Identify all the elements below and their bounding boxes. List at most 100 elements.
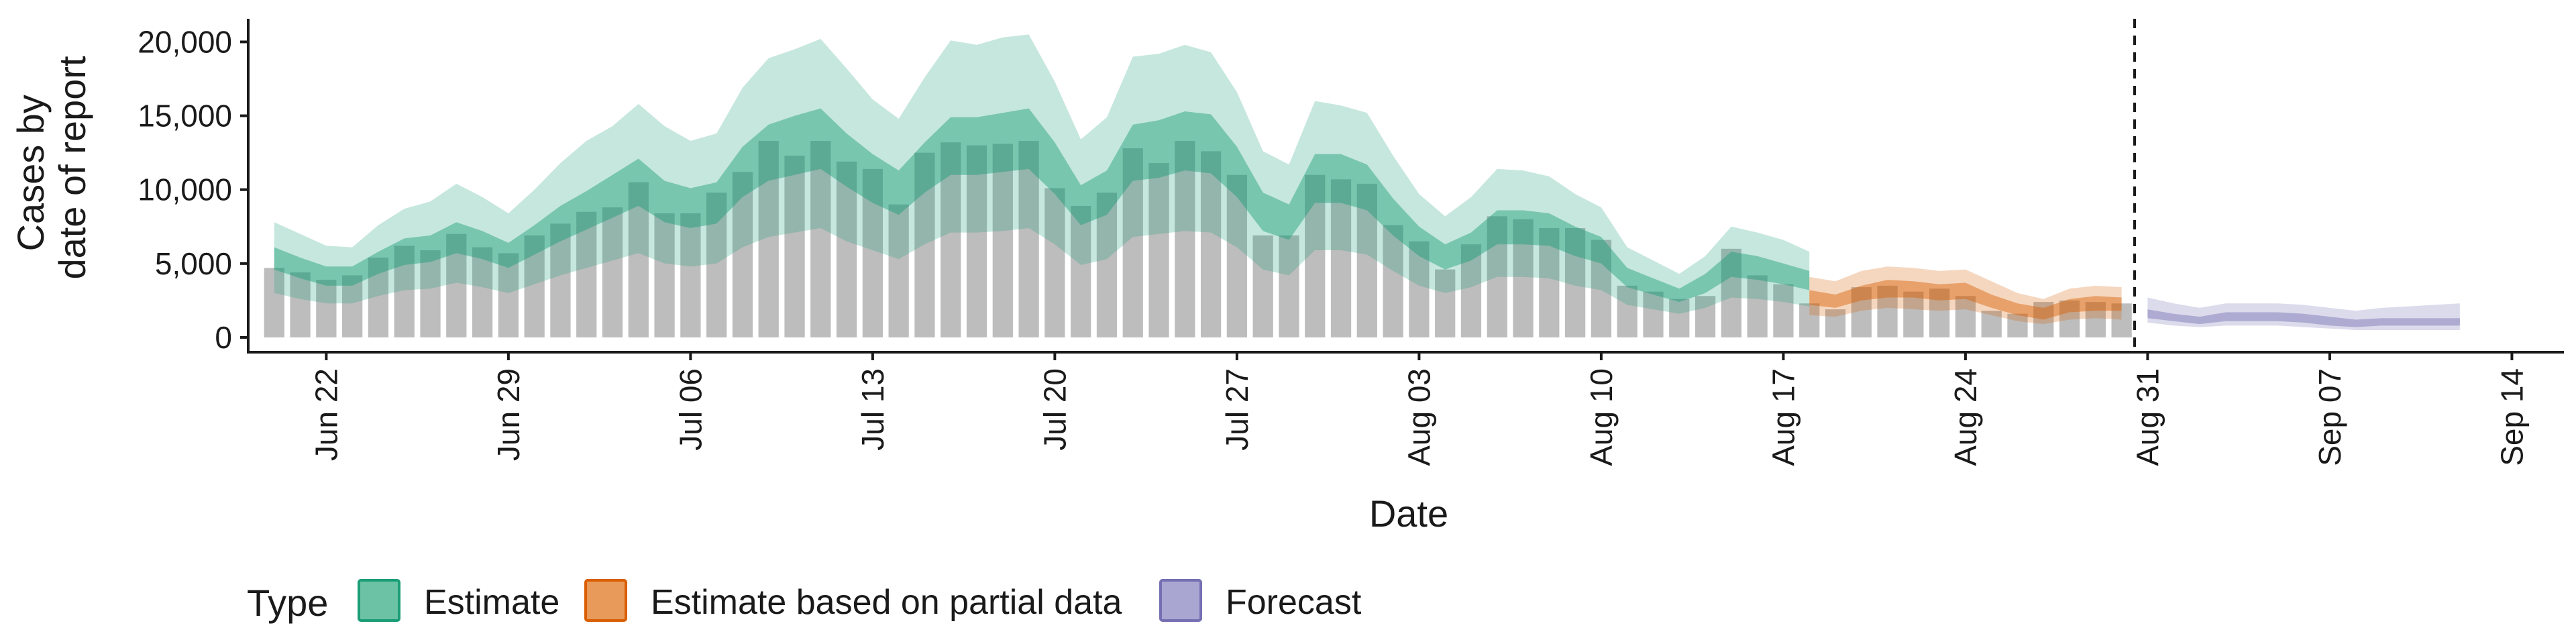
case-bar [1564, 227, 1586, 337]
case-bar [1929, 288, 1950, 337]
case-bar [1356, 183, 1377, 337]
x-tick-label: Aug 10 [1584, 368, 1619, 466]
y-tick-label: 0 [215, 320, 232, 355]
case-bar [1617, 285, 1638, 337]
y-axis: 0 5,000 10,000 15,000 20,000 Cases by date o… [9, 19, 250, 355]
legend-key-partial [584, 579, 627, 622]
bars-layer [264, 141, 2132, 337]
case-bar [836, 161, 857, 337]
legend: Type Estimate Estimate based on partial … [247, 579, 1362, 624]
case-bar [1460, 244, 1482, 337]
case-bar [472, 247, 493, 337]
legend-key-forecast [1159, 579, 1202, 622]
x-axis-title: Date [1369, 492, 1448, 535]
legend-key-estimate [358, 579, 400, 622]
ribbon-90-estimate [274, 34, 1810, 314]
x-tick-label: Sep 07 [2312, 368, 2347, 466]
case-bar [1669, 299, 1690, 337]
case-bar [446, 233, 467, 337]
plot-area [264, 19, 2460, 352]
case-bar [602, 207, 623, 337]
y-tick-label: 5,000 [155, 246, 232, 281]
case-bar [1643, 291, 1664, 337]
case-bar [1044, 188, 1065, 337]
y-axis-title-line-2: date of report [51, 56, 93, 280]
case-bar [1695, 296, 1716, 337]
x-tick-label: Jul 20 [1037, 368, 1072, 451]
case-bar [2111, 303, 2132, 337]
case-bar [680, 213, 701, 337]
case-bar [1591, 239, 1612, 337]
case-bar [1435, 269, 1456, 337]
case-bar [1981, 311, 2002, 337]
ribbon-90-forecast [2147, 297, 2460, 330]
case-bar [1175, 141, 1195, 337]
y-axis-title: Cases by date of report [9, 56, 93, 280]
case-bar [2033, 302, 2054, 337]
x-tick-label: Sep 14 [2494, 368, 2529, 466]
case-bar [2059, 300, 2080, 337]
case-bar [1252, 235, 1273, 337]
y-ticks: 0 5,000 10,000 15,000 20,000 [138, 24, 248, 355]
ribbon-50-estimate [274, 108, 1810, 303]
case-bar [2085, 302, 2106, 337]
case-bar [1018, 141, 1039, 337]
legend-label-forecast: Forecast [1226, 583, 1362, 622]
ribbon-90-partial [1809, 266, 2122, 325]
case-bar [524, 235, 545, 337]
case-bar [1851, 287, 1872, 337]
legend-item-partial: Estimate based on partial data [584, 579, 1122, 622]
x-tick-label: Aug 03 [1401, 368, 1436, 466]
case-bar [2007, 313, 2028, 337]
case-bar [758, 141, 779, 337]
case-bar [1825, 309, 1846, 337]
case-bar [1148, 163, 1169, 337]
case-bar [992, 144, 1013, 337]
x-tick-label: Jul 06 [673, 368, 708, 451]
case-bar [1383, 225, 1403, 337]
case-bar [706, 193, 727, 337]
legend-label-partial: Estimate based on partial data [651, 583, 1122, 622]
x-tick-label: Aug 17 [1766, 368, 1801, 466]
x-tick-label: Jun 22 [309, 368, 343, 461]
case-bar [914, 152, 935, 337]
case-bar [1747, 275, 1768, 337]
x-tick-label: Jul 27 [1220, 368, 1254, 451]
ribbon-50-forecast [2147, 309, 2460, 327]
case-bar [1955, 296, 1976, 337]
case-bar [264, 268, 284, 337]
case-bar [1513, 219, 1534, 337]
case-bar [368, 258, 389, 337]
case-bar [1096, 193, 1118, 337]
case-bar [732, 172, 753, 337]
x-ticks: Jun 22 Jun 29 Jul 06 Jul 13 Jul 20 Jul 27 Aug … [309, 352, 2529, 466]
x-tick-label: Aug 24 [1948, 368, 1983, 466]
case-bar [1409, 241, 1430, 337]
case-bar [1877, 285, 1898, 337]
case-bar [1279, 235, 1299, 337]
ribbon-50-partial [1809, 280, 2122, 320]
case-bar [862, 168, 883, 337]
case-bar [1799, 303, 1820, 337]
case-bar [1330, 179, 1352, 337]
y-tick-label: 15,000 [138, 99, 232, 133]
case-bar [394, 246, 415, 337]
case-bar [784, 156, 805, 337]
x-tick-label: Jul 13 [855, 368, 890, 451]
case-bar [576, 211, 597, 337]
x-tick-label: Jun 29 [491, 368, 526, 461]
y-tick-label: 10,000 [138, 172, 232, 207]
case-bar [1122, 148, 1143, 337]
y-axis-title-line-1: Cases by [9, 95, 52, 251]
case-bar [1487, 216, 1507, 337]
case-bar [941, 142, 961, 337]
case-bar [1071, 205, 1091, 337]
case-bar [498, 253, 519, 337]
case-bar [1226, 174, 1248, 337]
case-bar [1539, 227, 1560, 337]
case-bar [810, 141, 831, 337]
case-bar [1773, 284, 1794, 337]
case-bar [888, 204, 909, 337]
case-bar [966, 145, 987, 337]
